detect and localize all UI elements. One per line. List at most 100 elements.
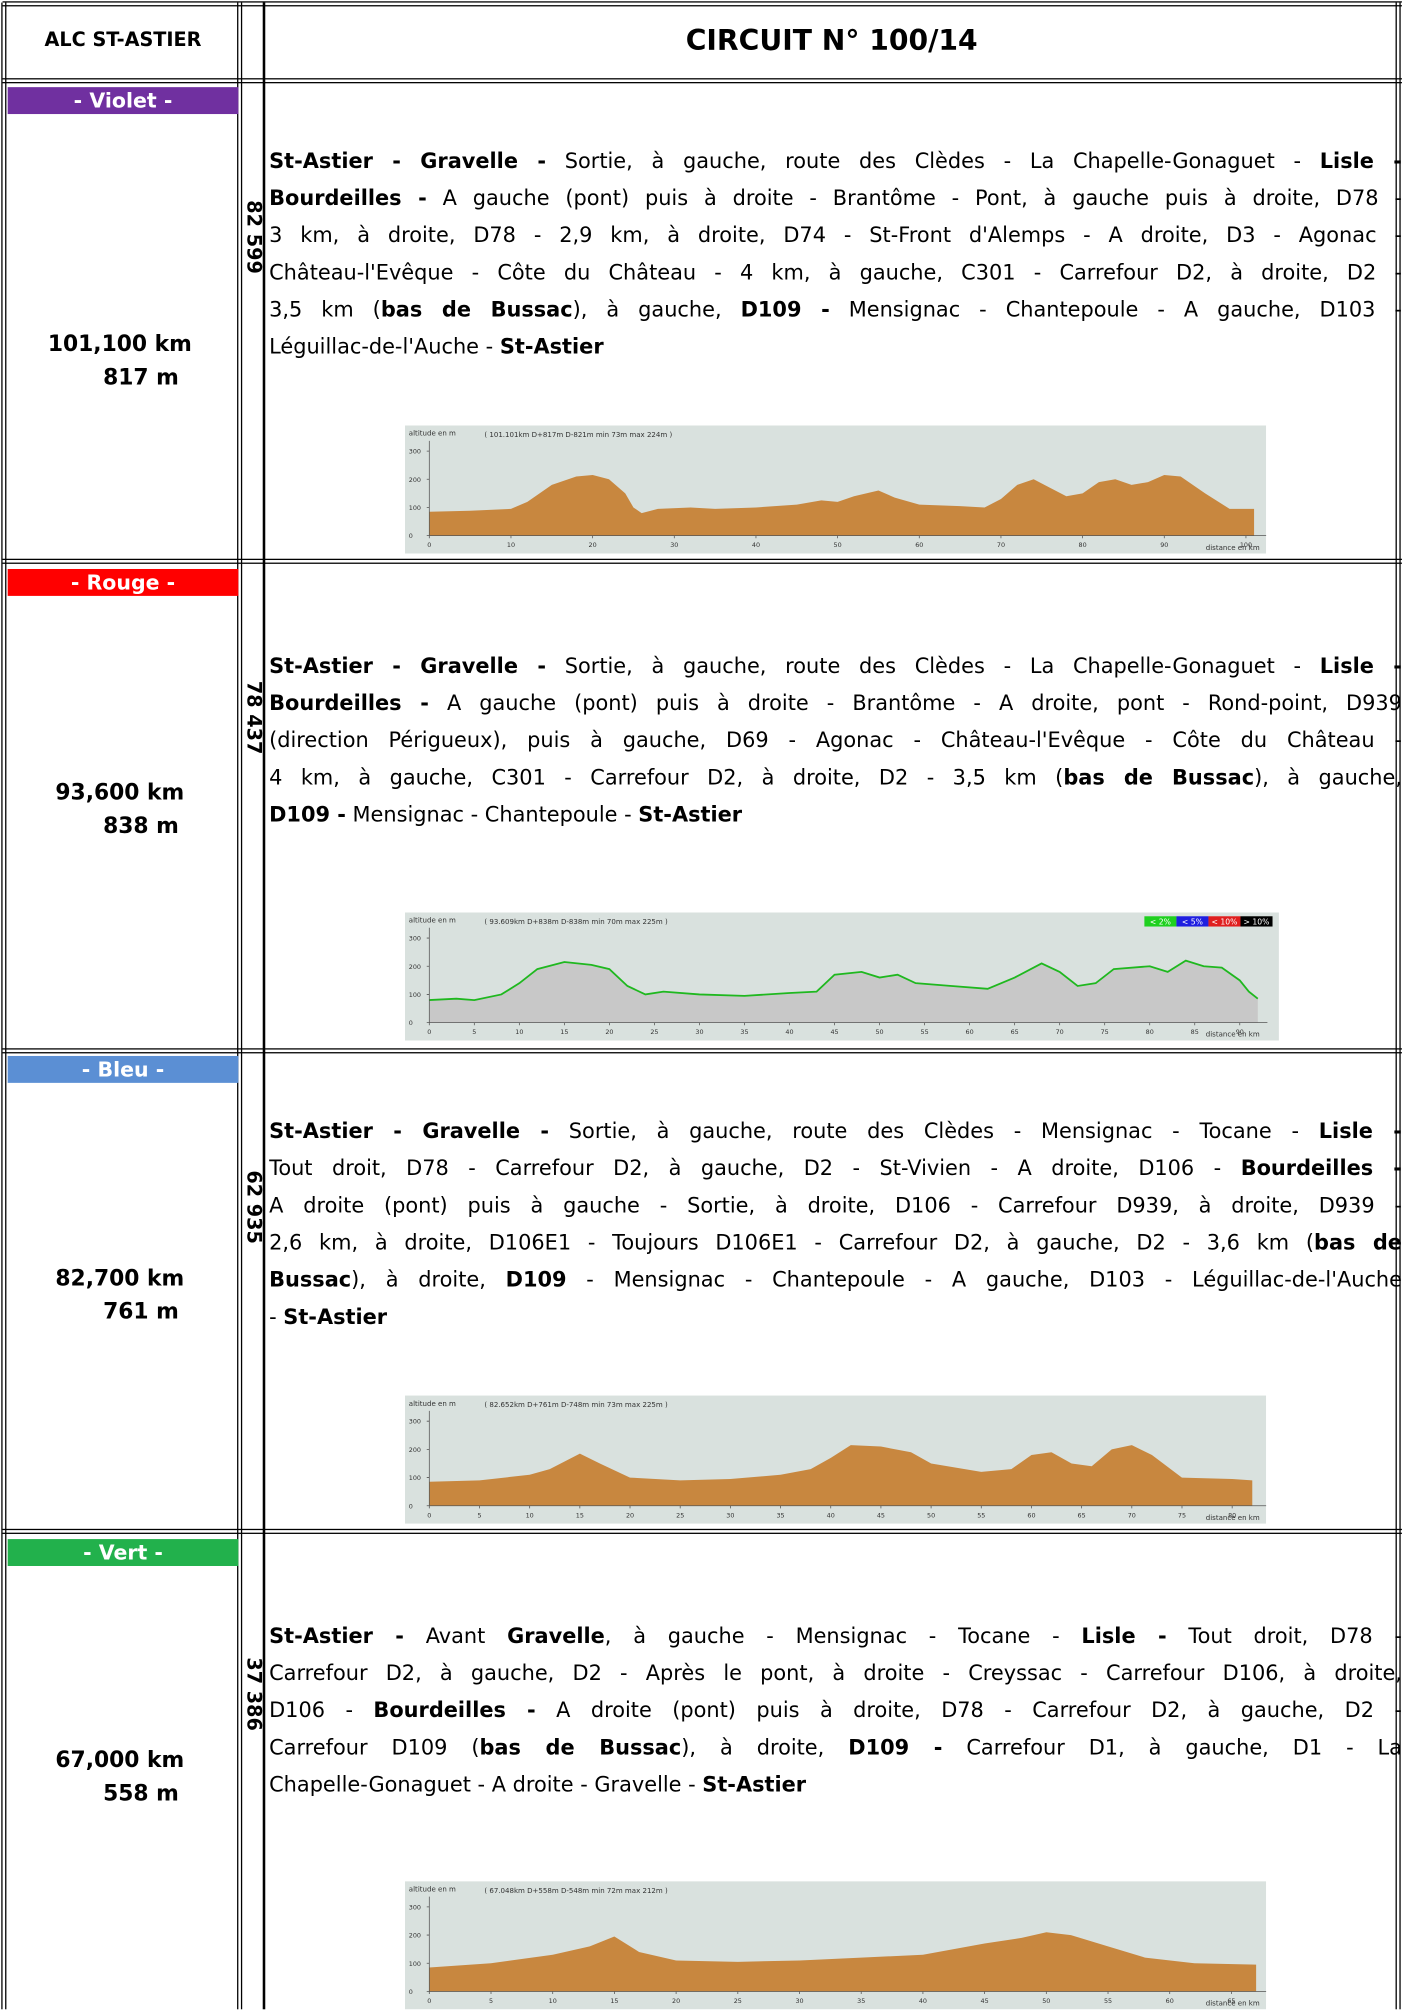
text-run: Sortie, à gauche, route des Clèdes - Men… (549, 1118, 1319, 1144)
legend-label: < 10% (1212, 918, 1238, 927)
text-run: D109 - (848, 1735, 943, 1760)
profile-summary: ( 101.101km D+817m D-821m min 73m max 22… (484, 430, 672, 439)
description-line: Bussac), à droite, D109 - Mensignac - Ch… (269, 1265, 1402, 1296)
profile-summary: ( 82.652km D+761m D-748m min 73m max 225… (484, 1400, 668, 1409)
x-tick-label: 30 (726, 1511, 734, 1519)
x-tick-label: 65 (1227, 1997, 1235, 2005)
route-code: 37 386 (242, 1657, 266, 1731)
x-tick-label: 20 (672, 1997, 680, 2005)
y-tick-label: 200 (409, 476, 421, 484)
description-line: Bourdeilles - A gauche (pont) puis à dro… (269, 688, 1402, 719)
x-tick-label: 80 (1146, 1028, 1154, 1036)
text-run: D106 - (269, 1697, 374, 1723)
legend-swatch (1208, 916, 1241, 927)
text-run: D109 - (269, 802, 346, 827)
x-tick-label: 30 (670, 541, 678, 549)
border (2, 1528, 1402, 1534)
x-tick-label: 70 (1128, 1511, 1136, 1519)
description-line: Bourdeilles - A gauche (pont) puis à dro… (269, 183, 1402, 214)
y-tick-label: 0 (409, 1502, 413, 1510)
border (1395, 2, 1401, 2010)
text-run: Lisle - (1081, 1623, 1167, 1649)
x-tick-label: 20 (626, 1511, 634, 1519)
x-tick-label: 45 (981, 1997, 989, 2005)
x-tick-label: 15 (560, 1028, 568, 1036)
elevation: 558 m (103, 1781, 179, 1807)
description-line: St-Astier - Gravelle - Sortie, à gauche,… (269, 651, 1402, 682)
text-run: St-Astier (638, 802, 743, 827)
x-tick-label: 85 (1191, 1028, 1199, 1036)
x-tick-label: 20 (589, 541, 597, 549)
x-tick-label: 10 (549, 1997, 557, 2005)
y-tick-label: 100 (409, 991, 421, 999)
description-line: Carrefour D109 (bas de Bussac), à droite… (269, 1733, 1402, 1764)
text-run: Léguillac-de-l'Auche - (269, 334, 500, 359)
text-run: Lisle - (1319, 148, 1402, 174)
description-line: D106 - Bourdeilles - A droite (pont) pui… (269, 1695, 1402, 1726)
color-label: - Bleu - (7, 1055, 239, 1083)
y-tick-label: 0 (409, 1988, 413, 1996)
text-run: , à gauche - Mensignac - Tocane - (604, 1623, 1082, 1649)
text-run: Tout droit, D78 - Carrefour D2, à gauche… (269, 1155, 1241, 1181)
text-run: ), à gauche, (1254, 765, 1402, 790)
profile-summary: ( 67.048km D+558m D-548m min 72m max 212… (484, 1886, 668, 1895)
x-tick-label: 75 (1178, 1511, 1186, 1519)
x-axis-label: distance en km (1206, 1999, 1260, 2008)
y-axis-label: altitude en m (409, 1399, 456, 1408)
text-run: St-Astier - (269, 1623, 404, 1649)
text-run: Mensignac - Chantepoule - (345, 802, 639, 827)
text-run: St-Astier (702, 1772, 807, 1797)
x-tick-label: 90 (1236, 1028, 1244, 1036)
text-run: bas de Bussac (479, 1735, 682, 1760)
x-tick-label: 65 (1011, 1028, 1019, 1036)
elevation-profile: altitude en m ( 82.652km D+761m D-748m mi… (404, 1395, 1267, 1524)
border (237, 2, 243, 2010)
x-tick-label: 40 (919, 1997, 927, 2005)
description-line: Château-l'Evêque - Côte du Château - 4 k… (269, 258, 1402, 289)
description-line: Chapelle-Gonaguet - A droite - Gravelle … (269, 1770, 1402, 1801)
x-tick-label: 60 (1027, 1511, 1035, 1519)
text-run: (direction Périgueux), puis à gauche, D6… (269, 727, 1402, 753)
x-tick-label: 60 (966, 1028, 974, 1036)
profile-area (429, 960, 1258, 1023)
text-run: St-Astier (499, 334, 604, 359)
text-run: Sortie, à gauche, route des Clèdes - La … (546, 653, 1320, 678)
x-tick-label: 40 (785, 1028, 793, 1036)
x-tick-label: 80 (1228, 1511, 1236, 1519)
text-run: St-Astier - Gravelle - (269, 653, 547, 678)
text-run: D109 (505, 1267, 567, 1292)
x-tick-label: 15 (610, 1997, 618, 2005)
x-tick-label: 25 (734, 1997, 742, 2005)
x-tick-label: 10 (515, 1028, 523, 1036)
x-tick-label: 90 (1160, 541, 1168, 549)
text-run: Carrefour D1, à gauche, D1 - La (942, 1735, 1402, 1760)
text-run: ), à gauche, (572, 297, 741, 322)
elevation: 761 m (103, 1299, 179, 1326)
x-tick-label: 10 (507, 541, 515, 549)
x-tick-label: 50 (1042, 1997, 1050, 2005)
text-run: St-Astier - Gravelle - (269, 1118, 550, 1144)
x-tick-label: 60 (915, 541, 923, 549)
text-run: 2,6 km, à droite, D106E1 - Toujours D106… (269, 1230, 1315, 1255)
text-run: Sortie, à gauche, route des Clèdes - La … (546, 148, 1320, 174)
x-tick-label: 35 (776, 1511, 784, 1519)
x-tick-label: 50 (834, 541, 842, 549)
text-run: A gauche (pont) puis à droite - Brantôme… (428, 690, 1402, 716)
x-tick-label: 0 (427, 1997, 431, 2005)
description-line: St-Astier - Gravelle - Sortie, à gauche,… (269, 1116, 1402, 1147)
x-tick-label: 45 (830, 1028, 838, 1036)
x-tick-label: 80 (1079, 541, 1087, 549)
profile-area (429, 1445, 1253, 1506)
x-tick-label: 50 (927, 1511, 935, 1519)
y-axis-label: altitude en m (409, 429, 456, 438)
text-run: Lisle - (1318, 1118, 1402, 1144)
x-axis-label: distance en km (1206, 543, 1260, 552)
color-label: - Violet - (7, 87, 239, 115)
text-run: 3,5 km ( (269, 297, 381, 322)
y-tick-label: 0 (409, 532, 413, 540)
y-tick-label: 100 (409, 504, 421, 512)
route-code: 78 437 (242, 680, 266, 755)
route-code: 62 935 (242, 1170, 266, 1244)
